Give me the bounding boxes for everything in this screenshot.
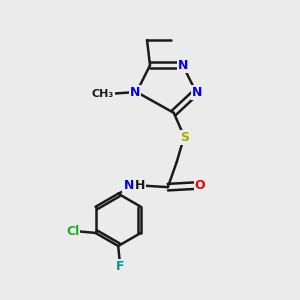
Text: N: N (123, 179, 134, 192)
Text: Cl: Cl (66, 225, 79, 238)
Text: N: N (130, 85, 140, 98)
Text: O: O (195, 179, 205, 192)
Text: CH₃: CH₃ (92, 88, 114, 98)
Text: N: N (178, 59, 188, 72)
Text: H: H (135, 179, 145, 192)
Text: F: F (116, 260, 124, 273)
Text: S: S (180, 131, 189, 144)
Text: N: N (192, 85, 203, 98)
